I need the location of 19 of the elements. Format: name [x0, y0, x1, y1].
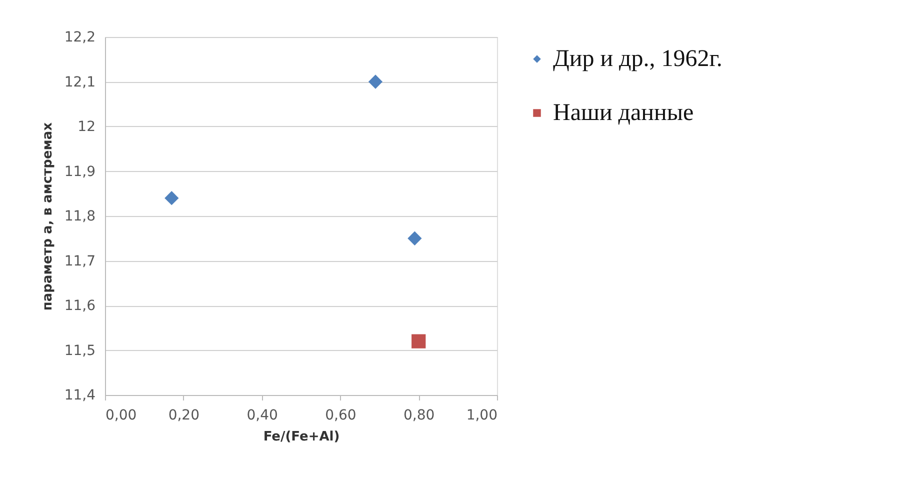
x-tick-label: 0,80: [404, 408, 435, 424]
y-tick-label: 12: [78, 119, 96, 135]
x-axis-title: Fe/(Fe+Al): [263, 430, 340, 444]
y-tick-label: 11,4: [64, 388, 96, 404]
y-tick-label: 11,6: [64, 298, 96, 314]
y-tick-label: 11,7: [64, 253, 96, 270]
y-tick-label: 11,9: [64, 164, 96, 180]
y-axis-title: параметр а, в амстремах: [40, 122, 56, 311]
x-tick-label: 0,20: [168, 408, 200, 424]
y-tick-label: 11,5: [64, 342, 96, 359]
legend-label: Наши данные: [553, 100, 694, 126]
x-tick-label: 1,00: [466, 408, 498, 424]
legend-label: Дир и др., 1962г.: [553, 46, 722, 72]
y-tick-label: 12,2: [64, 30, 96, 46]
y-tick-label: 11,8: [64, 208, 96, 224]
x-tick-label: 0,40: [246, 408, 278, 424]
x-tick-label: 0,60: [325, 408, 356, 424]
x-tick-label: 0,00: [106, 408, 137, 424]
y-tick-label: 12,1: [64, 74, 96, 90]
